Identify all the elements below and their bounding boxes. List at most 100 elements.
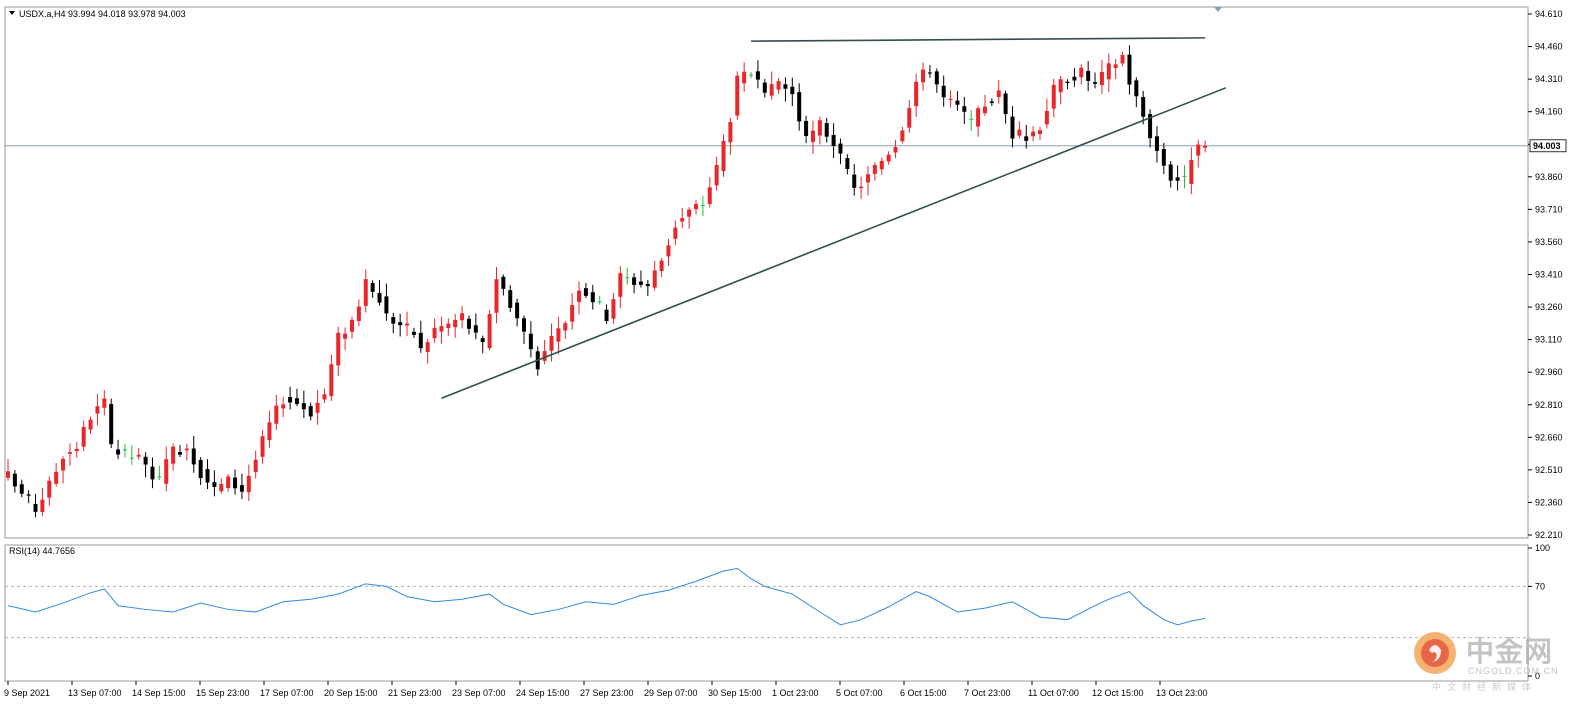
candle-body bbox=[1134, 80, 1139, 97]
candle-body bbox=[239, 485, 244, 492]
candle-body bbox=[1017, 129, 1022, 136]
time-label: 17 Sep 07:00 bbox=[260, 688, 314, 698]
candle-body bbox=[473, 325, 478, 333]
candle-body bbox=[673, 227, 678, 239]
candle-body bbox=[411, 331, 416, 335]
watermark-site: CNGOLD.COM.CN bbox=[1468, 666, 1559, 676]
candle-body bbox=[260, 436, 265, 457]
price-label: 94.610 bbox=[1535, 9, 1563, 19]
candle-body bbox=[329, 364, 334, 396]
candle-body bbox=[1175, 177, 1180, 181]
price-panel[interactable] bbox=[4, 6, 1529, 539]
candle-body bbox=[1093, 82, 1098, 84]
candle-body bbox=[1120, 54, 1125, 64]
candle-body bbox=[67, 452, 72, 454]
time-label: 13 Sep 07:00 bbox=[68, 688, 122, 698]
time-label: 27 Sep 23:00 bbox=[580, 688, 634, 698]
rsi-panel[interactable] bbox=[4, 544, 1529, 682]
candle-body bbox=[838, 143, 843, 154]
candle-body bbox=[466, 318, 471, 329]
candle-body bbox=[1148, 114, 1153, 139]
candle-body bbox=[755, 71, 760, 80]
candle-body bbox=[226, 476, 231, 489]
candle-body bbox=[948, 98, 953, 100]
candle-body bbox=[233, 477, 238, 489]
candle-body bbox=[1003, 93, 1008, 115]
candle-body bbox=[1058, 79, 1063, 93]
time-label: 11 Oct 07:00 bbox=[1028, 688, 1079, 698]
candle-body bbox=[687, 209, 692, 217]
candle-body bbox=[1168, 164, 1173, 181]
candle-body bbox=[597, 301, 602, 303]
candle-body bbox=[109, 404, 114, 445]
candle-body bbox=[700, 204, 705, 206]
candle-body bbox=[921, 69, 926, 83]
price-label: 92.360 bbox=[1535, 497, 1563, 507]
candle-body bbox=[659, 260, 664, 271]
candle-body bbox=[246, 475, 251, 493]
candle-body bbox=[40, 499, 45, 513]
candle-body bbox=[528, 333, 533, 350]
price-label: 93.560 bbox=[1535, 237, 1563, 247]
watermark: 中金网 CNGOLD.COM.CN 中文财经新媒体 bbox=[1412, 628, 1562, 693]
candle-body bbox=[810, 130, 815, 142]
cngold-logo-icon bbox=[1414, 632, 1456, 674]
candle-body bbox=[1196, 144, 1201, 156]
candle-body bbox=[1141, 97, 1146, 117]
chart-shift-icon[interactable] bbox=[1214, 7, 1222, 12]
candle-body bbox=[219, 483, 224, 492]
candle-body bbox=[480, 338, 485, 343]
candle-body bbox=[976, 108, 981, 127]
candle-body bbox=[425, 342, 430, 352]
candle-body bbox=[542, 351, 547, 361]
time-label: 30 Sep 15:00 bbox=[708, 688, 762, 698]
time-label: 13 Oct 23:00 bbox=[1156, 688, 1208, 698]
candle-body bbox=[1038, 130, 1042, 135]
candle-body bbox=[315, 402, 320, 413]
candle-body bbox=[859, 186, 864, 189]
candle-body bbox=[1044, 110, 1049, 125]
candle-body bbox=[453, 319, 458, 328]
candle-body bbox=[102, 398, 107, 408]
candle-body bbox=[1065, 81, 1070, 84]
candle-body bbox=[253, 459, 258, 472]
candle-body bbox=[136, 454, 141, 457]
candle-body bbox=[267, 422, 272, 441]
time-label: 9 Sep 2021 bbox=[4, 688, 50, 698]
watermark-name: 中金网 bbox=[1466, 635, 1554, 668]
candle-body bbox=[556, 328, 561, 342]
candle-body bbox=[95, 406, 100, 414]
candle-body bbox=[1010, 116, 1015, 139]
time-label: 5 Oct 07:00 bbox=[836, 688, 883, 698]
price-label: 92.810 bbox=[1535, 400, 1563, 410]
rsi-scale-label: 100 bbox=[1535, 543, 1550, 553]
current-price-label: 94.003 bbox=[1533, 141, 1561, 151]
candle-body bbox=[143, 456, 148, 465]
candle-body bbox=[914, 81, 919, 107]
candle-body bbox=[116, 449, 121, 455]
rsi-scale-label: 0 bbox=[1535, 671, 1540, 681]
candle-body bbox=[790, 86, 795, 95]
candle-body bbox=[74, 448, 79, 452]
candle-body bbox=[645, 284, 650, 287]
candle-body bbox=[955, 100, 960, 105]
time-axis: 9 Sep 2021 13 Sep 07:00 14 Sep 15:00 15 Sep… bbox=[4, 681, 1208, 698]
candle-body bbox=[205, 469, 210, 483]
candle-body bbox=[47, 480, 52, 498]
candle-body bbox=[934, 71, 939, 85]
candle-body bbox=[604, 309, 609, 322]
price-label: 93.860 bbox=[1535, 172, 1563, 182]
time-label: 24 Sep 15:00 bbox=[516, 688, 570, 698]
candle-body bbox=[301, 403, 306, 410]
candle-body bbox=[900, 130, 905, 142]
candle-body bbox=[522, 318, 526, 332]
collapse-triangle-icon[interactable] bbox=[9, 11, 15, 15]
candles[interactable] bbox=[6, 45, 1208, 518]
time-label: 12 Oct 15:00 bbox=[1092, 688, 1144, 698]
price-label: 93.410 bbox=[1535, 270, 1563, 280]
trendlines[interactable] bbox=[441, 37, 1227, 399]
candle-body bbox=[487, 314, 492, 349]
candle-body bbox=[893, 147, 898, 153]
candle-body bbox=[563, 323, 568, 331]
